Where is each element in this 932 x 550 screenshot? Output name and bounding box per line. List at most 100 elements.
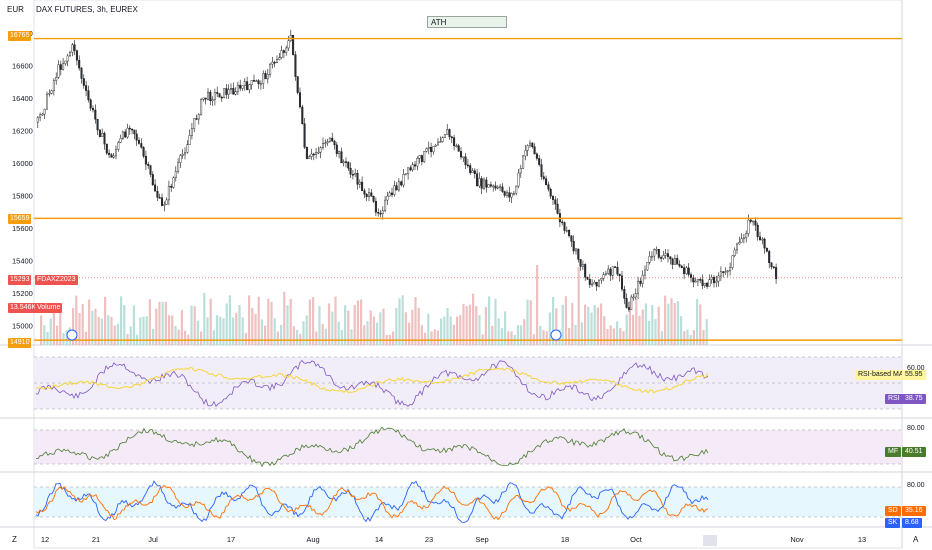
volume-bar [132, 305, 135, 345]
candle-body [133, 129, 136, 135]
candle-body [271, 61, 274, 65]
price-tick-label: 16000 [12, 159, 33, 168]
candle-body [713, 276, 716, 284]
volume-bar [350, 329, 353, 345]
volume-bar [619, 327, 622, 345]
volume-bar [702, 330, 705, 345]
volume-bar [251, 307, 254, 345]
candle-body [229, 88, 232, 90]
volume-bar [417, 307, 420, 345]
candle-body [563, 222, 566, 231]
volume-bar [331, 311, 334, 345]
time-tick-label: 18 [561, 535, 569, 544]
stoch-k-value: 8.68 [902, 518, 922, 528]
candle-body [503, 191, 506, 196]
candle-body [278, 57, 281, 60]
volume-bar [600, 303, 603, 345]
volume-bar [404, 312, 407, 345]
axis-a-button[interactable]: A [913, 535, 919, 544]
candle-body [216, 92, 219, 94]
level-tag-15659: 15659 [8, 214, 32, 224]
candle-body [87, 90, 90, 101]
candle-body [469, 165, 472, 173]
candle-body [556, 203, 559, 214]
candle-body [572, 241, 575, 252]
volume-bar [436, 330, 439, 345]
volume-bar [353, 304, 356, 345]
candle-body [752, 220, 755, 223]
volume-bar [91, 310, 94, 345]
rsi-ma-label: RSI-based MA [855, 370, 907, 380]
volume-bar [219, 316, 222, 345]
candle-body [538, 158, 541, 165]
volume-bar [299, 333, 302, 345]
volume-bar [392, 331, 395, 345]
candle-body [715, 280, 718, 284]
plot-frame [33, 0, 903, 549]
candle-body [676, 258, 679, 265]
candle-body [761, 238, 764, 241]
volume-bar [452, 324, 455, 345]
candle-body [345, 161, 348, 163]
candle-body [68, 52, 71, 57]
candle-body [181, 153, 184, 156]
price-tick-label: 15600 [12, 224, 33, 233]
candle-body [197, 114, 200, 120]
candle-body [639, 280, 642, 284]
candle-body [531, 142, 534, 147]
candle-body [64, 60, 67, 64]
volume-bar [158, 301, 161, 345]
volume-bar [337, 321, 340, 345]
volume-bar [654, 319, 657, 345]
volume-bar [209, 298, 212, 345]
candle-body [370, 192, 373, 197]
axis-z-button[interactable]: Z [12, 535, 17, 544]
volume-bar [408, 322, 411, 345]
candle-body [257, 80, 260, 85]
volume-bar [222, 318, 225, 345]
volume-bar [235, 312, 238, 345]
volume-bar [88, 299, 91, 345]
volume-bar [296, 329, 299, 345]
volume-bar [72, 308, 75, 345]
price-tick-label: 16600 [12, 61, 33, 70]
candle-body [427, 147, 430, 149]
symbol-badge: FDAXZ2023 [35, 275, 78, 285]
candle-body [282, 50, 285, 53]
volume-bar [164, 301, 167, 345]
candle-body [650, 255, 653, 258]
stoch-d-value: 35.16 [902, 506, 926, 516]
candle-body [331, 137, 334, 142]
candle-body [303, 123, 306, 148]
ath-annotation[interactable]: ATH [427, 16, 507, 28]
candle-body [315, 152, 318, 155]
candle-body [517, 172, 520, 187]
candle-body [740, 238, 743, 243]
candle-body [453, 137, 456, 147]
candle-body [75, 50, 78, 61]
candle-body [483, 179, 486, 189]
volume-bar [347, 310, 350, 345]
volume-bar [574, 325, 577, 345]
candle-body [351, 174, 354, 176]
candle-body [393, 185, 396, 195]
candle-body [455, 145, 458, 147]
candle-body [565, 230, 568, 232]
candle-body [462, 156, 465, 159]
candle-body [457, 145, 460, 152]
candle-body [285, 47, 288, 53]
volume-bar [94, 308, 97, 345]
volume-bar [56, 325, 59, 345]
candle-body [98, 129, 101, 137]
candle-body [653, 249, 656, 257]
volume-bar [97, 316, 100, 345]
volume-bar [526, 299, 529, 345]
candle-body [579, 259, 582, 267]
candle-body [319, 147, 322, 153]
candle-body [434, 144, 437, 147]
volume-bar [651, 304, 654, 345]
candle-body [165, 199, 168, 205]
candle-body [338, 151, 341, 154]
volume-bar [152, 328, 155, 345]
